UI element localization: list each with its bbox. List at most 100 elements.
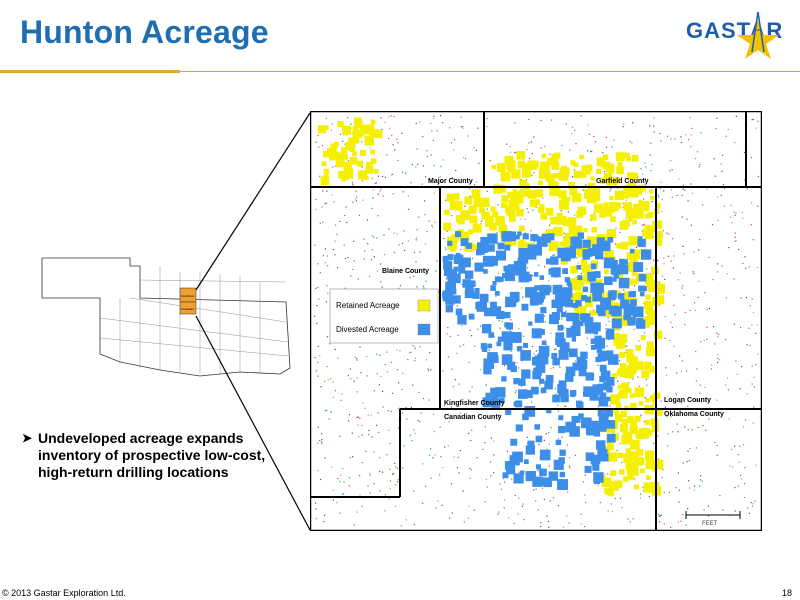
retained-block [605, 210, 612, 217]
divested-block [547, 233, 555, 241]
well-dot [498, 414, 500, 416]
well-dot [393, 473, 395, 475]
divested-block [509, 455, 520, 466]
divested-block [444, 269, 451, 276]
retained-block [574, 306, 580, 312]
well-dot [614, 497, 616, 500]
well-dot [704, 386, 706, 388]
well-dot [468, 505, 470, 507]
divested-block [558, 457, 565, 464]
divested-block [445, 300, 450, 305]
retained-block [620, 410, 627, 418]
well-dot [640, 168, 642, 170]
well-dot [722, 184, 724, 186]
retained-block [341, 177, 346, 182]
retained-block [493, 184, 503, 194]
well-dot [411, 440, 413, 442]
well-dot [751, 383, 753, 385]
star-derrick-icon [737, 11, 779, 59]
retained-block [639, 201, 650, 211]
well-dot [514, 494, 516, 497]
well-dot [586, 337, 588, 339]
well-dot [402, 191, 404, 193]
well-dot [461, 325, 463, 327]
divested-block [565, 366, 576, 377]
well-dot [388, 228, 390, 230]
divested-block [532, 245, 542, 256]
well-dot [506, 450, 508, 452]
retained-block [609, 177, 617, 186]
divested-block [480, 236, 489, 246]
well-dot [597, 485, 599, 487]
retained-block [342, 125, 352, 135]
well-dot [352, 456, 354, 458]
well-dot [445, 248, 447, 251]
well-dot [415, 166, 417, 168]
well-dot [544, 321, 546, 323]
divested-block [461, 257, 471, 268]
divested-block [582, 249, 590, 257]
well-dot [670, 526, 672, 528]
retained-block [588, 310, 595, 316]
well-dot [666, 415, 668, 418]
well-dot [470, 469, 473, 471]
divested-block [533, 292, 544, 303]
well-dot [392, 173, 394, 175]
well-dot [429, 448, 432, 450]
retained-block [354, 138, 360, 144]
well-dot [710, 368, 713, 370]
well-dot [573, 169, 576, 171]
retained-block [549, 157, 557, 166]
well-dot [416, 237, 418, 239]
well-dot [328, 418, 330, 420]
well-dot [732, 466, 734, 468]
divested-block [446, 269, 456, 278]
well-dot [433, 115, 435, 117]
well-dot [751, 298, 753, 300]
retained-block [631, 462, 637, 469]
divested-block [565, 299, 573, 308]
well-dot [706, 188, 708, 190]
retained-block [626, 416, 634, 424]
well-dot [379, 470, 381, 472]
well-dot [625, 345, 627, 347]
well-dot [467, 135, 469, 137]
retained-block [599, 209, 607, 218]
divested-block [623, 306, 633, 316]
well-dot [571, 133, 573, 135]
retained-block [540, 213, 548, 220]
retained-block [544, 170, 551, 177]
well-dot [359, 417, 361, 419]
well-dot [734, 510, 736, 512]
well-dot [734, 236, 736, 238]
well-dot [369, 472, 371, 475]
well-dot [404, 249, 406, 251]
well-dot [373, 256, 375, 258]
well-dot [691, 429, 693, 431]
well-dot [509, 146, 511, 148]
retained-block [551, 161, 560, 170]
retained-block [635, 434, 640, 439]
well-dot [713, 326, 715, 328]
well-dot [750, 502, 752, 504]
well-dot [393, 232, 395, 234]
well-dot [391, 473, 394, 475]
well-dot [535, 350, 537, 352]
well-dot [399, 407, 401, 409]
well-dot [342, 468, 344, 470]
well-dot [429, 352, 431, 354]
divested-block [623, 259, 628, 265]
well-dot [690, 146, 692, 148]
divested-block [578, 368, 587, 377]
well-dot [545, 433, 547, 435]
well-dot [526, 208, 528, 210]
well-dot [503, 499, 506, 501]
well-dot [567, 211, 569, 213]
well-dot [446, 333, 448, 335]
divested-block [457, 315, 467, 325]
well-dot [379, 490, 381, 492]
retained-block [457, 201, 463, 206]
well-dot [508, 517, 510, 519]
divested-block [583, 386, 594, 397]
divested-block [558, 380, 567, 389]
